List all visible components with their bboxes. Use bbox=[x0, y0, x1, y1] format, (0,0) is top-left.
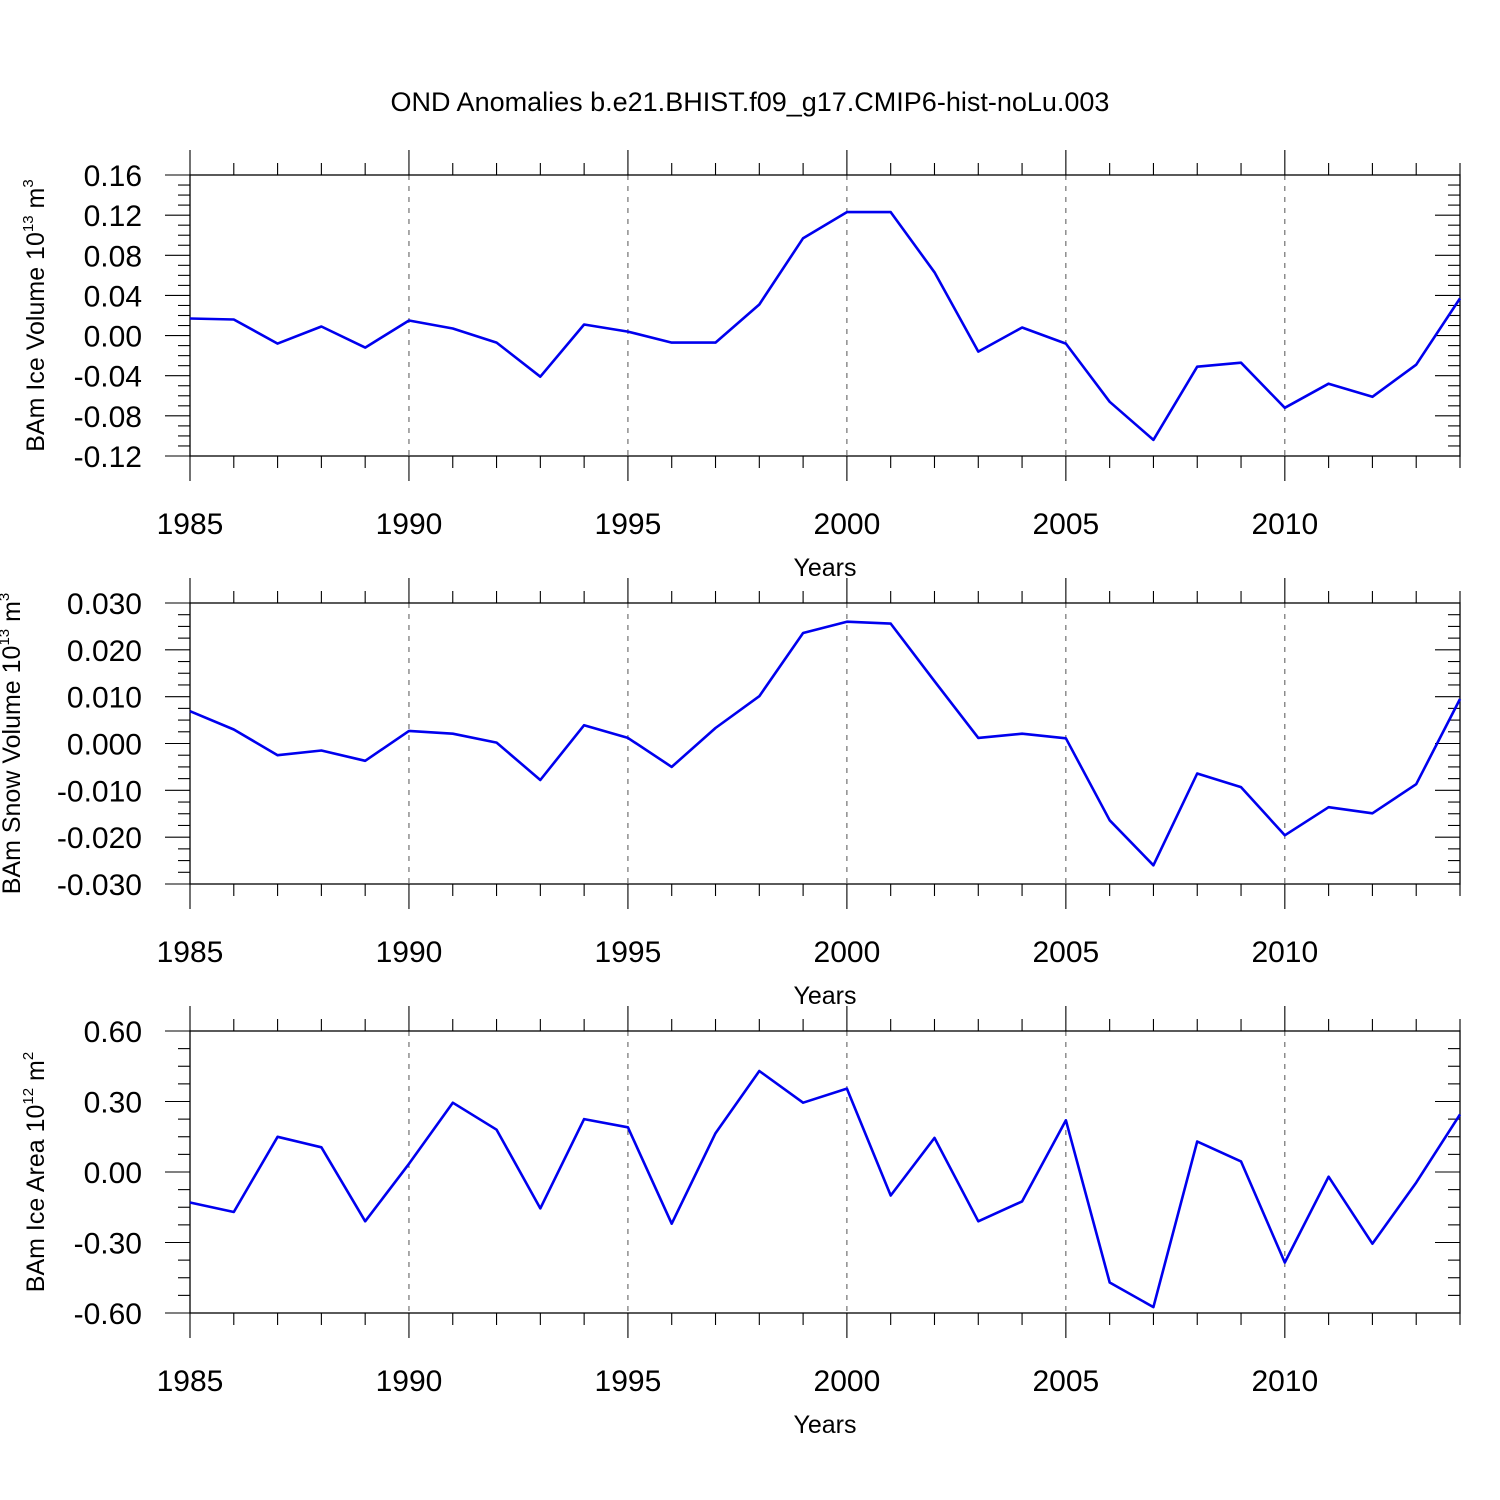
y-axis-title-exp: 13 bbox=[0, 629, 13, 646]
x-tick-label: 2005 bbox=[1032, 936, 1099, 969]
y-tick-label: -0.030 bbox=[57, 869, 142, 902]
y-axis-title-unit: m bbox=[22, 1060, 50, 1088]
x-tick-label: 2000 bbox=[814, 1365, 881, 1398]
x-tick-label: 1995 bbox=[595, 936, 662, 969]
y-tick-label: 0.020 bbox=[67, 635, 142, 668]
y-tick-label: -0.010 bbox=[57, 775, 142, 808]
x-tick-label: 1995 bbox=[595, 1365, 662, 1398]
panel-2: 1985 1990 1995 2000 2005 2010 Years 0.030 0.020 0… bbox=[0, 578, 1462, 1010]
plot-frame bbox=[189, 174, 1461, 457]
panel-1: 1985 1990 1995 2000 2005 2010 Years 0.16 0.12 0.0… bbox=[20, 150, 1462, 582]
x-tick-label: 2000 bbox=[814, 508, 881, 541]
y-axis-title-text: BAm Snow Volume 10 bbox=[0, 646, 26, 895]
x-tick-label: 1985 bbox=[157, 936, 224, 969]
y-axis-title-text: BAm Ice Area 10 bbox=[22, 1105, 50, 1293]
x-tick-label: 2010 bbox=[1251, 936, 1318, 969]
y-axis-title-unit-exp: 3 bbox=[0, 593, 13, 601]
x-axis-title: Years bbox=[793, 982, 856, 1010]
y-tick-label: 0.010 bbox=[67, 682, 142, 715]
y-tick-label: -0.60 bbox=[74, 1298, 142, 1331]
x-tick-label: 1990 bbox=[376, 508, 443, 541]
x-tick-label: 2000 bbox=[814, 936, 881, 969]
y-tick-label: 0.00 bbox=[84, 1157, 142, 1190]
x-tick-label: 1990 bbox=[376, 1365, 443, 1398]
y-tick-label: 0.00 bbox=[84, 321, 142, 354]
chart-title: OND Anomalies b.e21.BHIST.f09_g17.CMIP6-… bbox=[391, 87, 1110, 117]
series-line bbox=[189, 1069, 1462, 1309]
y-tick-label: -0.12 bbox=[74, 441, 142, 474]
y-tick-label: 0.16 bbox=[84, 160, 142, 193]
x-tick-label: 1985 bbox=[157, 508, 224, 541]
plot-frame bbox=[189, 602, 1461, 885]
x-tick-label: 1990 bbox=[376, 936, 443, 969]
x-tick-label: 2010 bbox=[1251, 1365, 1318, 1398]
y-tick-label: 0.12 bbox=[84, 200, 142, 233]
y-axis-title: BAm Ice Area 1012 m2 bbox=[20, 1052, 50, 1292]
y-axis-title-unit-exp: 3 bbox=[20, 179, 37, 187]
y-axis-title: BAm Ice Volume 1013 m3 bbox=[20, 179, 50, 451]
y-tick-label: -0.30 bbox=[74, 1228, 142, 1261]
x-axis-title: Years bbox=[793, 1411, 856, 1439]
y-tick-label: 0.60 bbox=[84, 1016, 142, 1049]
y-tick-label: 0.030 bbox=[67, 588, 142, 621]
y-axis-title-text: BAm Ice Volume 10 bbox=[22, 232, 50, 452]
y-tick-label: 0.000 bbox=[67, 729, 142, 762]
y-axis-title-unit: m bbox=[22, 188, 50, 216]
series-line bbox=[189, 620, 1462, 867]
x-tick-label: 1995 bbox=[595, 508, 662, 541]
x-tick-label: 1985 bbox=[157, 1365, 224, 1398]
x-tick-label: 2010 bbox=[1251, 508, 1318, 541]
y-tick-label: -0.08 bbox=[74, 401, 142, 434]
y-tick-label: 0.30 bbox=[84, 1087, 142, 1120]
y-tick-label: -0.04 bbox=[74, 361, 142, 394]
x-axis-title: Years bbox=[793, 554, 856, 582]
y-tick-label: 0.04 bbox=[84, 280, 142, 313]
y-axis-title-unit: m bbox=[0, 601, 26, 629]
y-axis-title: BAm Snow Volume 1013 m3 bbox=[0, 593, 26, 895]
y-axis-title-exp: 12 bbox=[20, 1088, 37, 1105]
y-tick-label: 0.08 bbox=[84, 240, 142, 273]
y-axis-title-unit-exp: 2 bbox=[20, 1052, 37, 1060]
x-tick-label: 2005 bbox=[1032, 508, 1099, 541]
y-axis-title-exp: 13 bbox=[20, 215, 37, 232]
series-line bbox=[189, 210, 1462, 442]
plot-frame bbox=[189, 1030, 1461, 1314]
panel-3: 1985 1990 1995 2000 2005 2010 Years 0.60 0.30 0.0… bbox=[20, 1006, 1462, 1439]
x-tick-label: 2005 bbox=[1032, 1365, 1099, 1398]
y-tick-label: -0.020 bbox=[57, 822, 142, 855]
